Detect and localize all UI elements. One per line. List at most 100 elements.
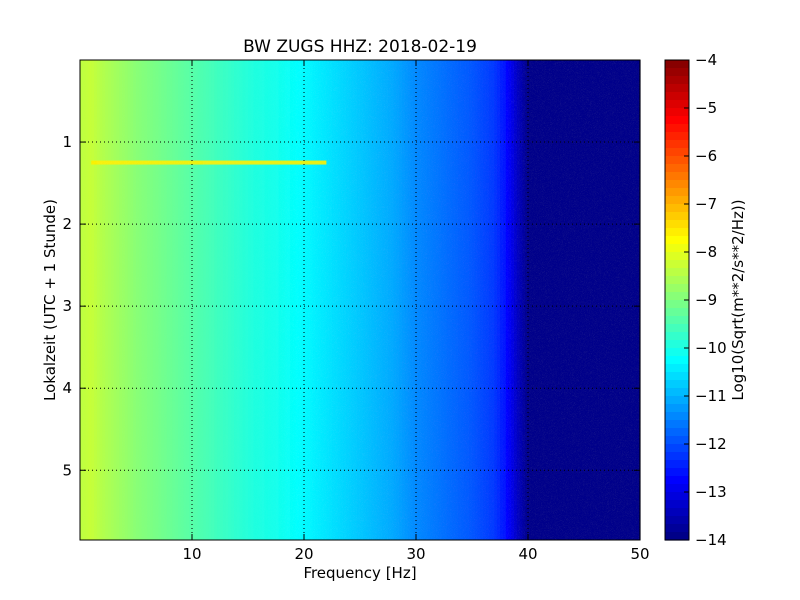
heatmap-cell [192, 60, 196, 540]
colorbar-segment [665, 252, 689, 261]
heatmap-cell [388, 60, 392, 540]
colorbar-segment [665, 92, 689, 101]
heatmap-cell [295, 60, 299, 540]
heatmap-cell [222, 60, 227, 540]
colorbar-segment [665, 180, 689, 189]
heatmap-cell [96, 60, 101, 540]
colorbar-segment [665, 300, 689, 309]
heatmap-cell [623, 60, 627, 540]
heatmap-cell [444, 60, 448, 540]
heatmap-cell [108, 60, 112, 540]
heatmap-cell [278, 60, 283, 540]
heatmap-streak [91, 160, 327, 165]
heatmap-cell [421, 60, 425, 540]
heatmap-cell [161, 60, 165, 540]
heatmap-cell [158, 60, 162, 540]
heatmap-cell [136, 60, 140, 540]
heatmap-cell [592, 60, 596, 540]
colorbar-segment [665, 212, 689, 221]
colorbar-segment [665, 68, 689, 77]
heatmap-cell [273, 60, 277, 540]
heatmap-cell [351, 60, 355, 540]
heatmap-cell [435, 60, 439, 540]
colorbar-segment [665, 196, 689, 205]
y-tick-label: 1 [62, 133, 72, 151]
heatmap-cell [502, 60, 507, 540]
heatmap-cell [418, 60, 423, 540]
heatmap-cell [326, 60, 330, 540]
heatmap-cell [365, 60, 369, 540]
heatmap-cell [519, 60, 523, 540]
heatmap-cell [152, 60, 157, 540]
heatmap-cell [480, 60, 484, 540]
heatmap-cell [256, 60, 260, 540]
plot-frame [79, 59, 641, 541]
colorbar-tick-label: −11 [695, 387, 727, 405]
heatmap-cell [346, 60, 350, 540]
heatmap-cell [556, 60, 560, 540]
x-axis-label: Frequency [Hz] [303, 564, 416, 582]
heatmap-cell [91, 60, 95, 540]
heatmap-cell [250, 60, 255, 540]
heatmap-cell [575, 60, 579, 540]
heatmap-cell [306, 60, 311, 540]
heatmap-cell [348, 60, 353, 540]
heatmap-cell [220, 60, 224, 540]
heatmap-cell [463, 60, 467, 540]
colorbar-segment [665, 500, 689, 509]
heatmap-cell [113, 60, 117, 540]
heatmap-cell [138, 60, 143, 540]
heatmap-cell [290, 60, 294, 540]
colorbar: −4 −5 −6 −7 −8 −9 −10 −11 −12 −13 −14 Log10(Sqrt(m… [664, 51, 747, 549]
heatmap-cell [267, 60, 271, 540]
colorbar-tick-label: −9 [695, 291, 717, 309]
heatmap-cell [169, 60, 173, 540]
heatmap-cell [578, 60, 582, 540]
heatmap-cell [239, 60, 243, 540]
heatmap-cell [127, 60, 131, 540]
heatmap-cell [371, 60, 375, 540]
heatmap-cell [320, 60, 325, 540]
heatmap-cell [564, 60, 568, 540]
colorbar-tick-label: −4 [695, 51, 717, 69]
colorbar-segment [665, 268, 689, 277]
colorbar-segment [665, 372, 689, 381]
heatmap-cell [82, 60, 87, 540]
heatmap-cell [360, 60, 364, 540]
heatmap-cell [234, 60, 238, 540]
colorbar-segment [665, 60, 689, 69]
heatmap-cell [85, 60, 89, 540]
colorbar-segment [665, 404, 689, 413]
heatmap-cell [110, 60, 115, 540]
heatmap-cell [276, 60, 280, 540]
heatmap-cell [340, 60, 344, 540]
heatmap-cell [634, 60, 638, 540]
heatmap-cell [432, 60, 437, 540]
heatmap-cell [558, 60, 563, 540]
colorbar-tick-label: −14 [695, 531, 727, 549]
colorbar-tick-label: −7 [695, 195, 717, 213]
colorbar-tick-label: −6 [695, 147, 717, 165]
heatmap-cell [620, 60, 624, 540]
y-tick-label: 2 [62, 215, 72, 233]
heatmap-cell [332, 60, 336, 540]
heatmap-cell [124, 60, 129, 540]
heatmap-cell [466, 60, 470, 540]
heatmap-cell [547, 60, 551, 540]
colorbar-segment [665, 84, 689, 93]
heatmap-cell [522, 60, 526, 540]
colorbar-segment [665, 220, 689, 229]
heatmap-cell [197, 60, 201, 540]
heatmap-cell [312, 60, 316, 540]
heatmap-cell [628, 60, 633, 540]
heatmap-cell [245, 60, 249, 540]
heatmap-cell [402, 60, 406, 540]
colorbar-segment [665, 116, 689, 125]
heatmap-cell [508, 60, 512, 540]
heatmap-cell [284, 60, 288, 540]
heatmap-cell [399, 60, 403, 540]
x-tick-label: 10 [182, 545, 201, 563]
heatmap-cell [491, 60, 495, 540]
heatmap-cell [550, 60, 554, 540]
